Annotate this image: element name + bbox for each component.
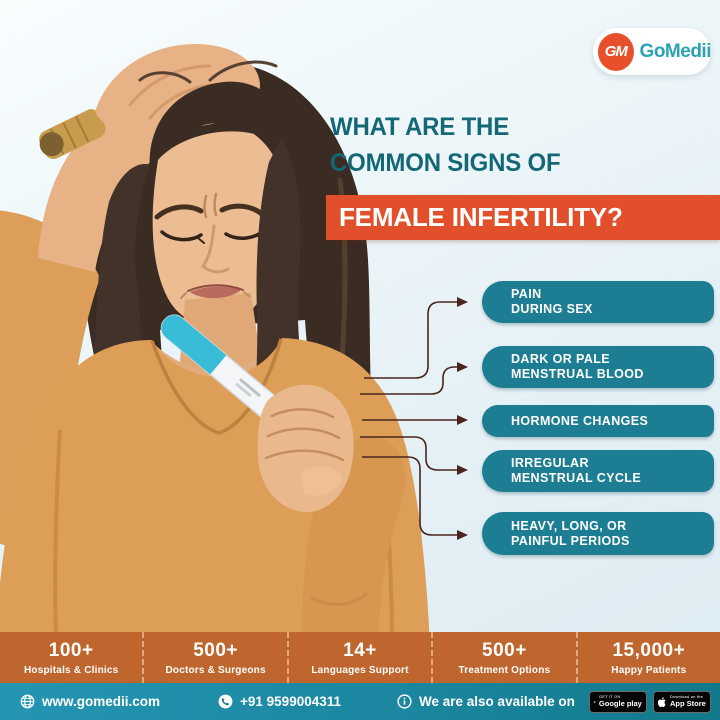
phone-link[interactable]: +91 9599004311 <box>218 694 341 709</box>
sign-line: HORMONE CHANGES <box>511 413 649 428</box>
globe-icon <box>20 694 35 709</box>
stat-label: Treatment Options <box>458 664 551 676</box>
google-play-badge[interactable]: GET IT ON Google play <box>588 690 647 713</box>
stat-label: Doctors & Surgeons <box>165 664 266 676</box>
website-text: www.gomedii.com <box>42 694 161 709</box>
stat-hospitals: 100+ Hospitals & Clinics <box>0 632 142 683</box>
stat-label: Hospitals & Clinics <box>24 664 119 676</box>
availability-note: We are also available on <box>397 694 575 709</box>
stat-value: 14+ <box>343 639 377 661</box>
headline: WHAT ARE THE COMMON SIGNS OF <box>330 109 561 181</box>
headline-banner: FEMALE INFERTILITY? <box>326 195 720 240</box>
app-store-badge[interactable]: Download on the App Store <box>652 690 711 713</box>
stat-value: 500+ <box>482 639 527 661</box>
website-link[interactable]: www.gomedii.com <box>20 694 160 709</box>
sign-pill-painful-periods: HEAVY, LONG, OR PAINFUL PERIODS <box>482 512 714 555</box>
footer-bar: www.gomedii.com +91 9599004311 We are al… <box>0 683 720 720</box>
arrowheads <box>457 297 468 540</box>
gomedii-logo: GM GoMedii <box>593 28 712 75</box>
badge-store-name: App Store <box>670 699 706 709</box>
stat-patients: 15,000+ Happy Patients <box>575 632 720 683</box>
stat-value: 15,000+ <box>612 639 686 661</box>
sign-pill-menstrual-blood: DARK OR PALE MENSTRUAL BLOOD <box>482 346 714 388</box>
stat-label: Languages Support <box>311 664 409 676</box>
sign-pill-irregular-cycle: IRREGULAR MENSTRUAL CYCLE <box>482 450 714 492</box>
sign-line: PAIN <box>511 287 542 301</box>
stat-label: Happy Patients <box>611 664 687 676</box>
badge-store-name: Google play <box>598 699 642 709</box>
sign-line: HEAVY, LONG, OR <box>511 518 627 533</box>
gomedii-monogram-icon: GM <box>598 32 634 71</box>
badge-top-text: Download on the <box>670 694 704 700</box>
apple-icon <box>657 696 666 707</box>
store-badges: GET IT ON Google play Download on the Ap… <box>588 690 711 713</box>
phone-text: +91 9599004311 <box>240 694 342 709</box>
sign-line: IRREGULAR <box>511 456 589 470</box>
face <box>152 131 286 430</box>
stat-value: 500+ <box>193 639 238 661</box>
sign-line: MENSTRUAL CYCLE <box>511 471 642 485</box>
info-icon <box>397 694 412 709</box>
headline-line2: COMMON SIGNS OF <box>330 149 561 177</box>
badge-top-text: GET IT ON <box>598 694 621 700</box>
sign-line: PAINFUL PERIODS <box>511 533 630 548</box>
sign-line: DURING SEX <box>511 302 593 316</box>
stats-band: 100+ Hospitals & Clinics 500+ Doctors & … <box>0 632 720 683</box>
phone-icon <box>218 694 233 709</box>
play-icon <box>594 700 596 703</box>
sign-line: MENSTRUAL BLOOD <box>511 367 644 381</box>
gomedii-brand-name: GoMedii <box>639 40 712 62</box>
wrist-watch <box>39 109 106 159</box>
holding-hand <box>257 384 405 645</box>
sign-line: DARK OR PALE <box>511 352 611 366</box>
stat-value: 100+ <box>48 639 94 661</box>
stat-treatments: 500+ Treatment Options <box>431 632 575 683</box>
bracelet <box>310 592 368 606</box>
stat-doctors: 500+ Doctors & Surgeons <box>142 632 286 683</box>
sign-pill-hormone-changes: HORMONE CHANGES <box>482 405 714 437</box>
headline-line1: WHAT ARE THE <box>330 113 510 141</box>
sign-pill-pain-during-sex: PAIN DURING SEX <box>482 281 714 323</box>
availability-text: We are also available on <box>419 694 575 709</box>
stat-languages: 14+ Languages Support <box>286 632 431 683</box>
